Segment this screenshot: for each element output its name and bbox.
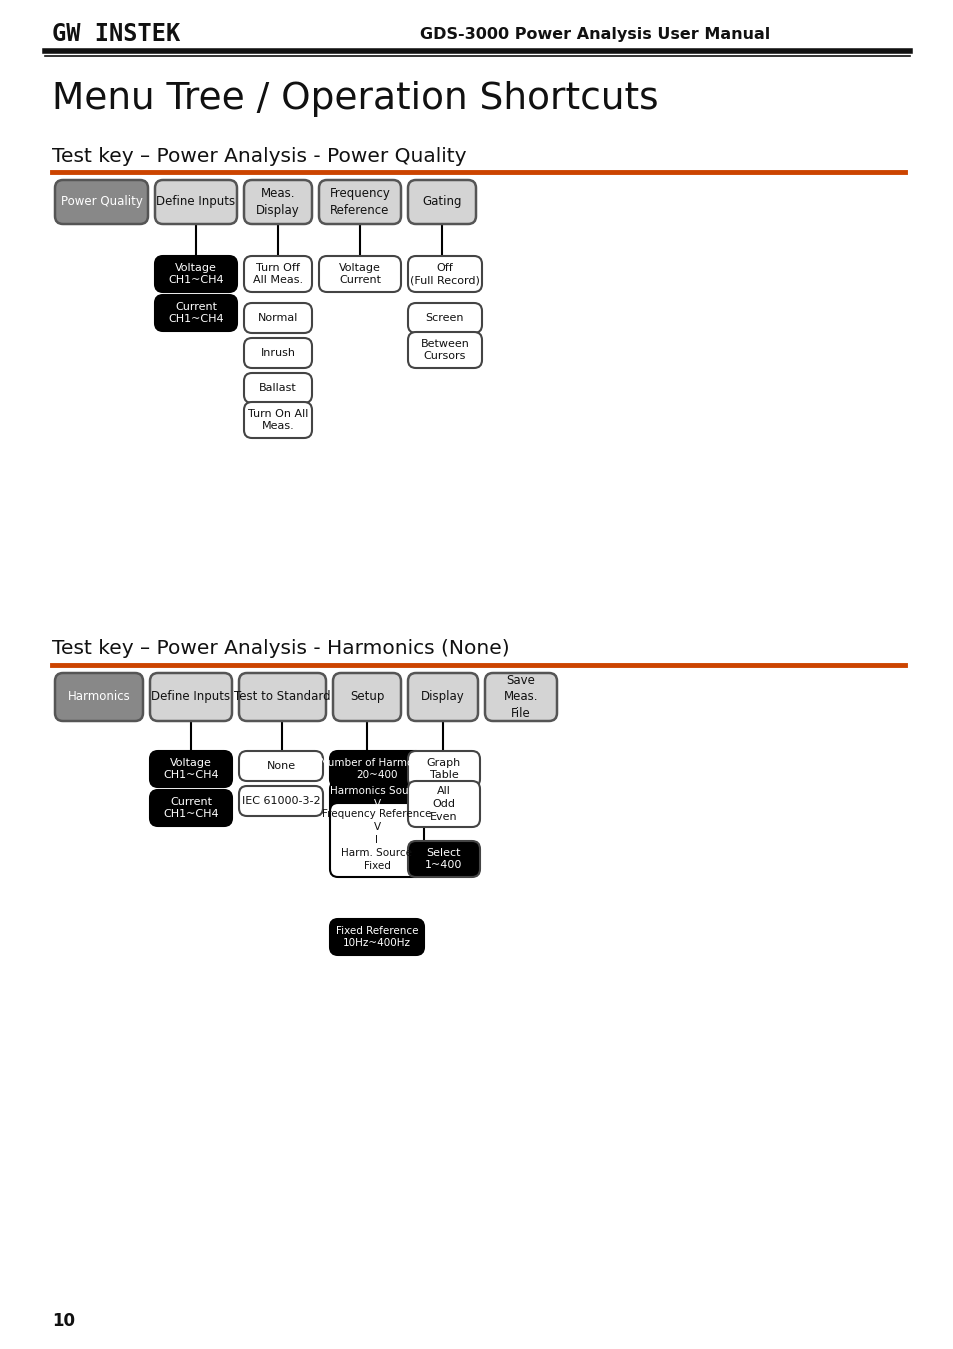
FancyBboxPatch shape (154, 256, 236, 291)
Text: Voltage
CH1~CH4: Voltage CH1~CH4 (168, 263, 224, 286)
FancyBboxPatch shape (408, 673, 477, 720)
FancyBboxPatch shape (239, 786, 323, 816)
Text: Off
(Full Record): Off (Full Record) (410, 263, 479, 286)
Text: 10: 10 (52, 1313, 75, 1330)
Text: Select
1~400: Select 1~400 (425, 847, 462, 870)
Text: Graph
Table: Graph Table (426, 758, 460, 781)
FancyBboxPatch shape (330, 803, 423, 877)
FancyBboxPatch shape (239, 751, 323, 781)
FancyBboxPatch shape (55, 179, 148, 224)
FancyBboxPatch shape (330, 919, 423, 955)
FancyBboxPatch shape (408, 179, 476, 224)
Text: Normal: Normal (257, 313, 298, 322)
FancyBboxPatch shape (154, 295, 236, 331)
Text: Number of Harmonics
20~400: Number of Harmonics 20~400 (319, 758, 434, 781)
Text: Between
Cursors: Between Cursors (420, 339, 469, 362)
FancyBboxPatch shape (244, 402, 312, 438)
Text: Inrush: Inrush (260, 348, 295, 357)
Text: Fixed Reference
10Hz~400Hz: Fixed Reference 10Hz~400Hz (335, 925, 417, 948)
FancyBboxPatch shape (408, 256, 481, 291)
FancyBboxPatch shape (318, 256, 400, 291)
Text: Meas.
Display: Meas. Display (255, 188, 299, 217)
FancyBboxPatch shape (484, 673, 557, 720)
Text: Current
CH1~CH4: Current CH1~CH4 (168, 302, 224, 324)
Text: Define Inputs: Define Inputs (156, 196, 235, 209)
Text: Test key – Power Analysis - Power Quality: Test key – Power Analysis - Power Qualit… (52, 147, 466, 166)
Text: Display: Display (420, 691, 464, 703)
Text: Test key – Power Analysis - Harmonics (None): Test key – Power Analysis - Harmonics (N… (52, 639, 509, 658)
Text: Save
Meas.
File: Save Meas. File (503, 674, 537, 720)
Text: Frequency Reference
V
I
Harm. Source
Fixed: Frequency Reference V I Harm. Source Fix… (322, 809, 432, 870)
Text: Turn On All
Meas.: Turn On All Meas. (248, 409, 308, 432)
FancyBboxPatch shape (244, 374, 312, 403)
FancyBboxPatch shape (55, 673, 143, 720)
FancyBboxPatch shape (330, 781, 423, 827)
Text: Harmonics Source
V
I: Harmonics Source V I (329, 786, 424, 822)
Text: IEC 61000-3-2: IEC 61000-3-2 (241, 796, 320, 805)
Text: Screen: Screen (425, 313, 464, 322)
Text: Setup: Setup (350, 691, 384, 703)
FancyBboxPatch shape (150, 751, 232, 786)
FancyBboxPatch shape (244, 179, 312, 224)
Text: Gating: Gating (422, 196, 461, 209)
FancyBboxPatch shape (318, 179, 400, 224)
FancyBboxPatch shape (408, 332, 481, 368)
Text: Current
CH1~CH4: Current CH1~CH4 (163, 797, 218, 819)
Text: Power Quality: Power Quality (60, 196, 142, 209)
Text: Turn Off
All Meas.: Turn Off All Meas. (253, 263, 303, 286)
Text: Ballast: Ballast (259, 383, 296, 393)
Text: Frequency
Reference: Frequency Reference (329, 188, 390, 217)
FancyBboxPatch shape (408, 304, 481, 333)
FancyBboxPatch shape (408, 840, 479, 877)
FancyBboxPatch shape (244, 304, 312, 333)
Text: GW INSTEK: GW INSTEK (52, 22, 180, 46)
Text: GDS-3000 Power Analysis User Manual: GDS-3000 Power Analysis User Manual (419, 27, 769, 42)
Text: Test to Standard: Test to Standard (233, 691, 331, 703)
Text: None: None (266, 761, 295, 772)
FancyBboxPatch shape (333, 673, 400, 720)
FancyBboxPatch shape (239, 673, 326, 720)
FancyBboxPatch shape (150, 673, 232, 720)
Text: Harmonics: Harmonics (68, 691, 131, 703)
FancyBboxPatch shape (244, 256, 312, 291)
Text: Menu Tree / Operation Shortcuts: Menu Tree / Operation Shortcuts (52, 81, 658, 117)
Text: Define Inputs: Define Inputs (152, 691, 231, 703)
FancyBboxPatch shape (244, 339, 312, 368)
Text: Voltage
CH1~CH4: Voltage CH1~CH4 (163, 758, 218, 781)
FancyBboxPatch shape (150, 791, 232, 826)
FancyBboxPatch shape (408, 781, 479, 827)
FancyBboxPatch shape (154, 179, 236, 224)
FancyBboxPatch shape (408, 751, 479, 786)
Text: All
Odd
Even: All Odd Even (430, 786, 457, 822)
Text: Voltage
Current: Voltage Current (338, 263, 380, 286)
FancyBboxPatch shape (330, 751, 423, 786)
